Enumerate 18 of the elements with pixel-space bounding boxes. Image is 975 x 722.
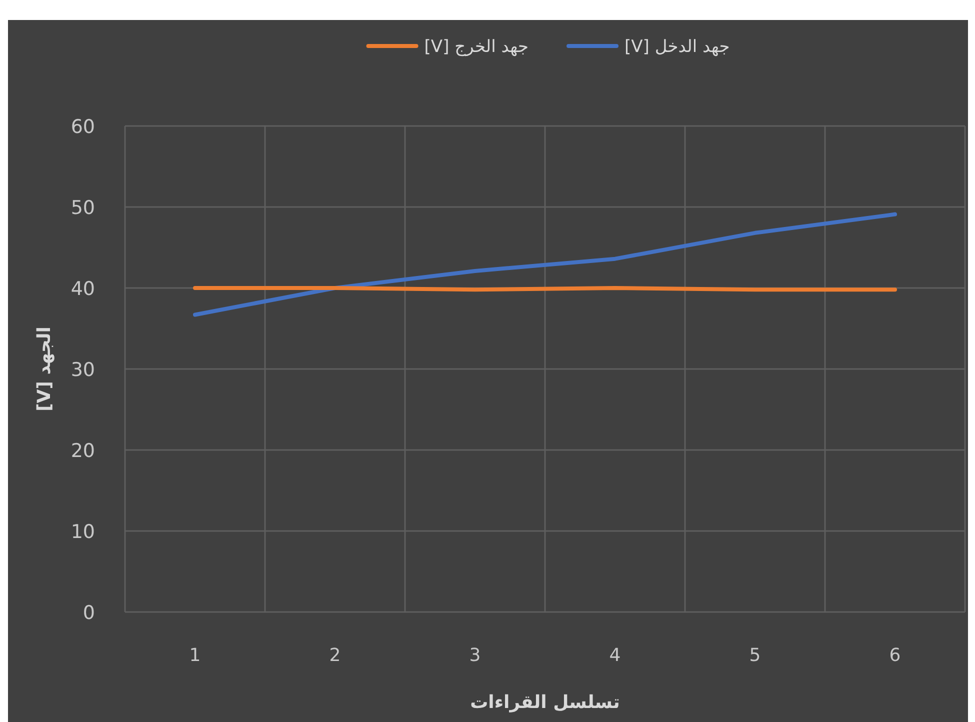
legend-label: جهد الدخل [V] (624, 37, 730, 57)
x-tick-label: 3 (469, 645, 481, 666)
y-tick-label: 40 (70, 278, 95, 300)
y-tick-label: 0 (82, 602, 95, 624)
x-tick-label: 4 (609, 645, 621, 666)
x-tick-label: 2 (329, 645, 341, 666)
y-axis-title: الجهد [V] (34, 326, 55, 412)
legend-label: جهد الخرج [V] (424, 37, 529, 57)
x-tick-label: 6 (889, 645, 901, 666)
x-tick-label: 5 (749, 645, 761, 666)
line-series (193, 212, 897, 317)
y-tick-label: 10 (70, 521, 95, 543)
y-tick-label: 30 (70, 359, 95, 381)
x-tick-label: 1 (189, 645, 201, 666)
x-axis-title: تسلسل القراءات (470, 692, 620, 713)
y-tick-label: 50 (70, 197, 95, 219)
y-tick-label: 60 (70, 116, 95, 138)
y-tick-label: 20 (70, 440, 95, 462)
